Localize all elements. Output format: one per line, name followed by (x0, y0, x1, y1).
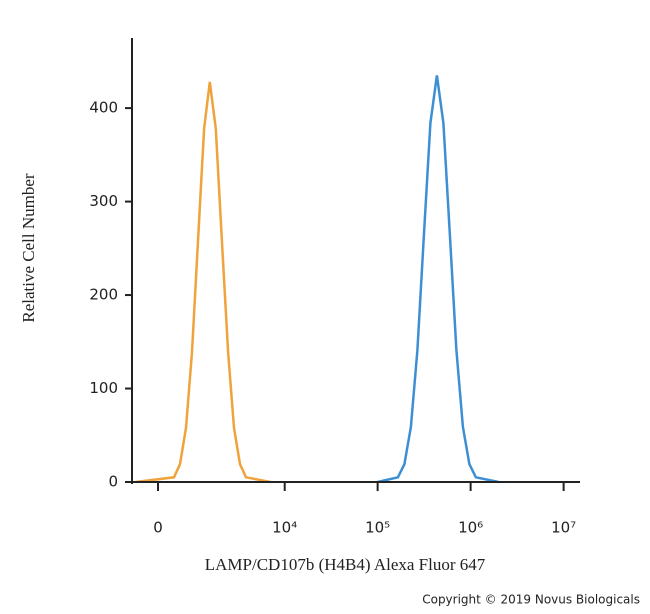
x-tick-label: 0 (153, 519, 163, 537)
x-axis-label: LAMP/CD107b (H4B4) Alexa Fluor 647 (205, 555, 486, 574)
x-tick-label: 10⁶ (458, 519, 483, 537)
x-tick-label: 10⁴ (272, 519, 297, 537)
x-tick-label: 10⁷ (551, 519, 576, 537)
y-tick-label: 200 (89, 286, 118, 304)
y-tick-label: 0 (108, 473, 118, 491)
y-tick-label: 400 (89, 99, 118, 117)
y-tick-label: 300 (89, 192, 118, 210)
credit: Copyright © 2019 Novus Biologicals (422, 593, 640, 607)
y-tick-label: 100 (89, 379, 118, 397)
histogram-line (377, 75, 499, 484)
x-tick-label: 10⁵ (365, 519, 390, 537)
histogram-line (135, 81, 271, 484)
y-axis-label: Relative Cell Number (19, 173, 38, 323)
